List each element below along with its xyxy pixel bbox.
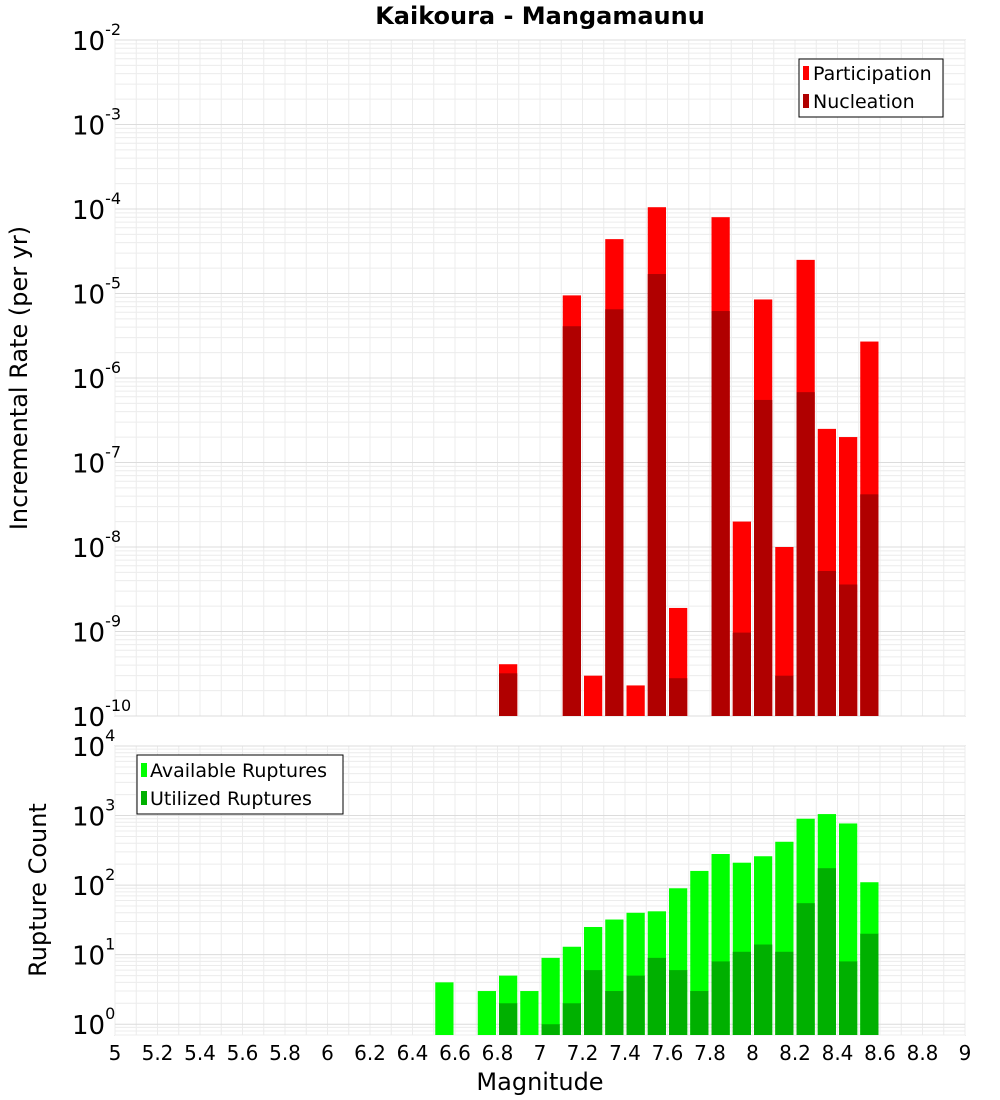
- bar-nucleation: [732, 632, 751, 716]
- y-tick-label: 10-8: [72, 527, 121, 564]
- legend-label-available: Available Ruptures: [150, 760, 327, 782]
- x-tick-label: 8.6: [864, 1041, 896, 1065]
- bar-nucleation: [562, 326, 581, 716]
- y-tick-label: 103: [72, 796, 115, 833]
- bar-nucleation: [605, 309, 624, 716]
- x-axis-label: Magnitude: [476, 1068, 603, 1096]
- y-tick-label: 101: [72, 935, 115, 972]
- legend-swatch-utilized: [141, 791, 147, 805]
- y-tick-label: 10-4: [72, 189, 121, 226]
- bar-nucleation: [669, 678, 688, 716]
- bar-available-ruptures: [477, 991, 496, 1035]
- bar-utilized-ruptures: [711, 961, 730, 1035]
- top-legend: Participation Nucleation: [798, 58, 944, 118]
- bar-utilized-ruptures: [754, 944, 773, 1035]
- top-legend-box: [798, 58, 944, 118]
- x-tick-label: 6.4: [397, 1041, 429, 1065]
- legend-label-utilized: Utilized Ruptures: [150, 788, 312, 810]
- x-tick-labels: 5 5.2 5.4 5.6 5.8 6 6.2 6.4 6.6 6.8 7 7.2 7.4 7.6 7.8 8…: [109, 1041, 972, 1065]
- legend-label-nucleation: Nucleation: [813, 91, 915, 113]
- x-tick-label: 8: [746, 1041, 759, 1065]
- bar-utilized-ruptures: [541, 1024, 560, 1035]
- bar-utilized-ruptures: [860, 933, 879, 1035]
- bar-nucleation: [499, 673, 518, 716]
- x-tick-label: 5.2: [142, 1041, 174, 1065]
- x-tick-label: 5.4: [184, 1041, 216, 1065]
- x-tick-label: 5.6: [227, 1041, 259, 1065]
- top-y-tick-labels: 10-10 10-9 10-8 10-7 10-6 10-5 10-4 10-3 10-2: [72, 20, 131, 733]
- legend-swatch-nucleation: [803, 94, 809, 108]
- bar-utilized-ruptures: [817, 868, 836, 1035]
- bottom-legend: Available Ruptures Utilized Ruptures: [136, 754, 344, 815]
- y-tick-label: 10-9: [72, 612, 121, 649]
- legend-swatch-available: [141, 763, 147, 777]
- bar-utilized-ruptures: [690, 991, 709, 1035]
- bar-utilized-ruptures: [647, 957, 666, 1035]
- bottom-chart-panel: 100 101 102 103 104 5 5.2 5.4 5.6 5.8 6 6.2 6.4 6.6 6…: [24, 726, 971, 1096]
- legend-swatch-participation: [803, 66, 809, 80]
- y-tick-label: 10-10: [72, 696, 131, 733]
- y-tick-label: 10-6: [72, 358, 121, 395]
- bottom-gridlines: [114, 745, 966, 1036]
- bar-utilized-ruptures: [562, 1003, 581, 1035]
- x-tick-label: 6.2: [354, 1041, 386, 1065]
- x-tick-label: 6.8: [482, 1041, 514, 1065]
- top-gridlines: [114, 39, 966, 717]
- y-tick-label: 104: [72, 726, 115, 763]
- bar-utilized-ruptures: [605, 991, 624, 1035]
- x-tick-label: 7.6: [652, 1041, 684, 1065]
- bar-utilized-ruptures: [839, 961, 858, 1035]
- bar-available-ruptures: [541, 957, 560, 1035]
- bar-available-ruptures: [435, 982, 454, 1035]
- x-tick-label: 7.2: [567, 1041, 599, 1065]
- bar-utilized-ruptures: [499, 1003, 518, 1035]
- x-tick-label: 7: [534, 1041, 547, 1065]
- x-tick-label: 8.4: [822, 1041, 854, 1065]
- y-tick-label: 100: [72, 1004, 115, 1041]
- x-tick-label: 9: [959, 1041, 972, 1065]
- bar-utilized-ruptures: [732, 951, 751, 1035]
- bottom-bars: [435, 814, 879, 1035]
- bar-utilized-ruptures: [626, 975, 645, 1035]
- x-tick-label: 7.4: [609, 1041, 641, 1065]
- bar-nucleation: [796, 392, 815, 716]
- x-tick-label: 8.2: [779, 1041, 811, 1065]
- bar-participation: [626, 685, 645, 716]
- bar-nucleation: [860, 494, 879, 716]
- bar-utilized-ruptures: [669, 970, 688, 1035]
- x-tick-label: 5: [109, 1041, 122, 1065]
- bar-nucleation: [711, 311, 730, 716]
- x-tick-label: 6: [321, 1041, 334, 1065]
- bottom-y-axis-label: Rupture Count: [24, 803, 52, 977]
- top-bars: [499, 207, 879, 717]
- bar-participation: [584, 675, 603, 716]
- bar-available-ruptures: [520, 991, 539, 1035]
- bar-nucleation: [775, 675, 794, 716]
- x-tick-label: 6.6: [439, 1041, 471, 1065]
- y-tick-label: 10-5: [72, 274, 121, 311]
- bottom-y-tick-labels: 100 101 102 103 104: [72, 726, 115, 1041]
- y-tick-label: 10-2: [72, 20, 121, 57]
- bar-utilized-ruptures: [796, 903, 815, 1035]
- bar-utilized-ruptures: [584, 970, 603, 1035]
- y-tick-label: 10-3: [72, 105, 121, 142]
- y-tick-label: 102: [72, 865, 115, 902]
- top-chart-panel: 10-10 10-9 10-8 10-7 10-6 10-5 10-4 10-3 10-2 In…: [5, 20, 966, 733]
- x-tick-label: 7.8: [694, 1041, 726, 1065]
- bar-nucleation: [647, 274, 666, 716]
- y-tick-label: 10-7: [72, 443, 121, 480]
- bottom-legend-box: [136, 754, 344, 815]
- chart-title: Kaikoura - Mangamaunu: [375, 2, 705, 30]
- x-tick-label: 5.8: [269, 1041, 301, 1065]
- legend-label-participation: Participation: [813, 63, 932, 85]
- x-tick-label: 8.8: [907, 1041, 939, 1065]
- bar-nucleation: [839, 584, 858, 716]
- bar-participation: [775, 547, 794, 716]
- bar-utilized-ruptures: [775, 951, 794, 1035]
- bar-nucleation: [817, 570, 836, 716]
- bar-nucleation: [754, 399, 773, 716]
- top-y-axis-label: Incremental Rate (per yr): [5, 226, 33, 530]
